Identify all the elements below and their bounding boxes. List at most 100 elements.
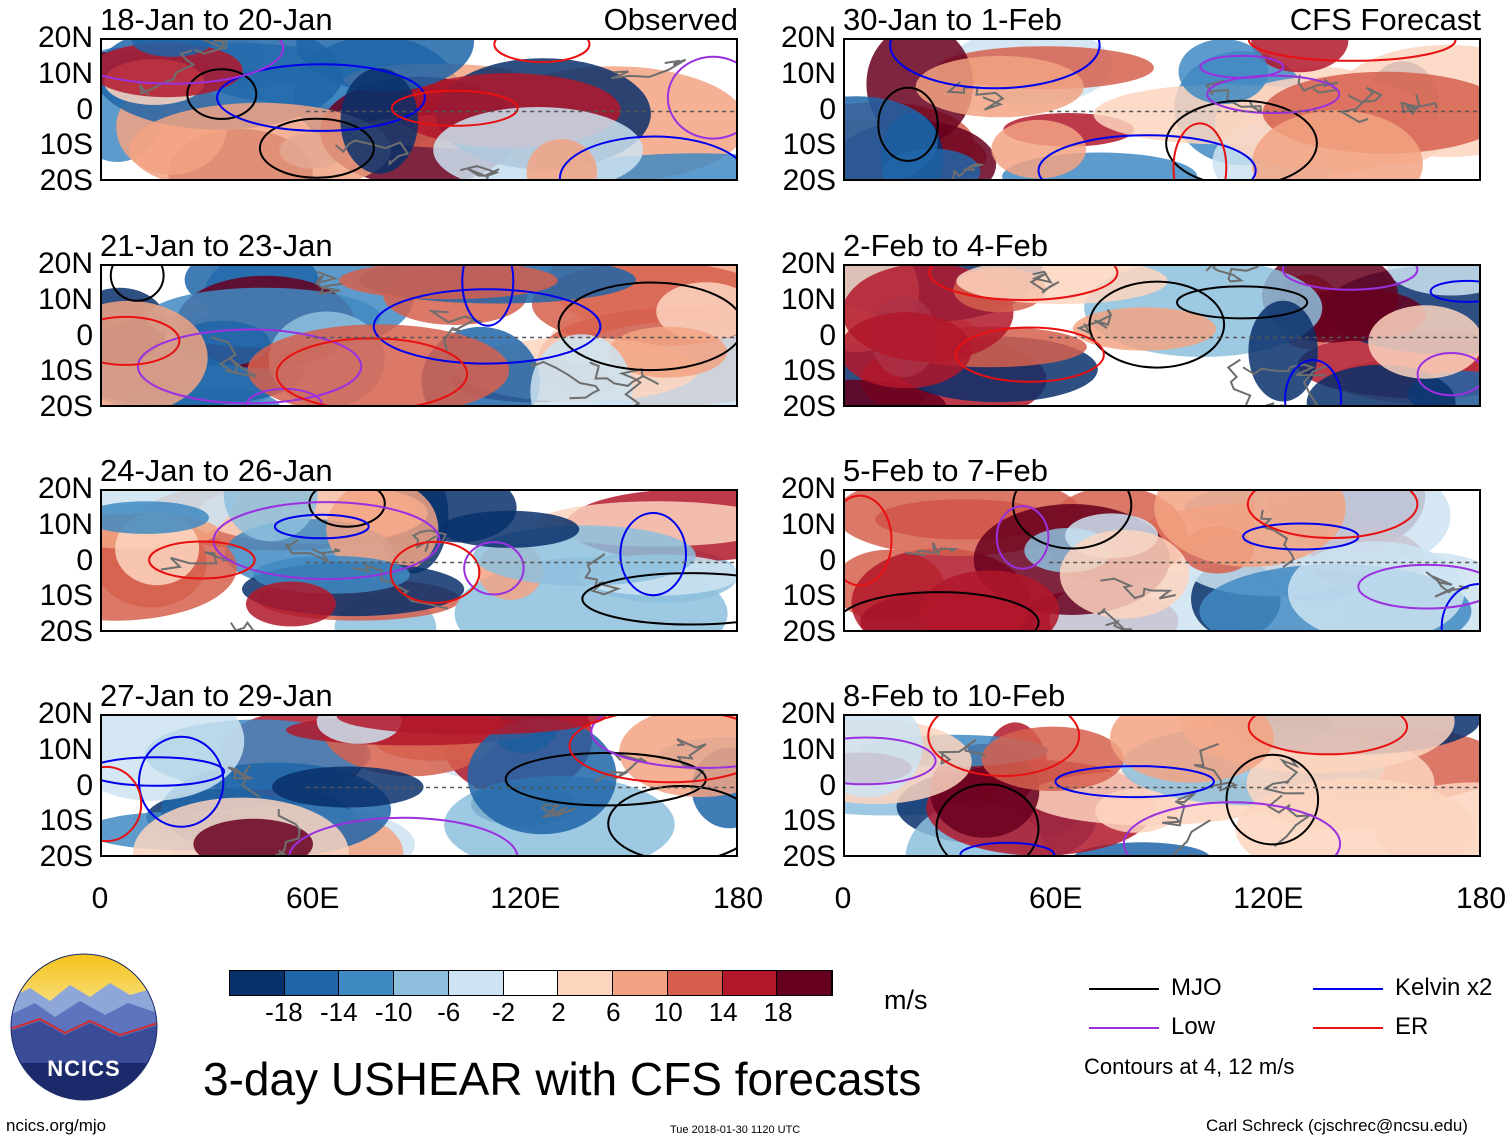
coastline	[411, 529, 448, 553]
wave-contour	[258, 117, 375, 179]
map-panel	[100, 264, 738, 407]
y-tick-label: 20N	[780, 21, 836, 54]
ncics-logo: NCICS	[10, 953, 158, 1101]
timestamp: Tue 2018-01-30 1120 UTC	[670, 1124, 801, 1136]
colorbar-tick-label: 6	[606, 997, 621, 1027]
y-tick-label: 10N	[37, 507, 93, 541]
x-tick-label: 180	[1455, 882, 1507, 915]
coastline	[1097, 607, 1132, 630]
y-tick-label: 10N	[780, 282, 836, 316]
shear-shading	[845, 379, 946, 405]
y-tick-label: 10S	[39, 354, 93, 388]
shear-shading	[247, 324, 510, 405]
wave-contour	[212, 501, 441, 581]
shear-shading	[131, 40, 213, 57]
colorbar-swatch	[613, 971, 668, 995]
wave-contour	[1225, 753, 1320, 846]
colorbar-swatch	[339, 971, 395, 995]
y-tick-label: 20N	[780, 697, 836, 730]
legend-label: ER	[1395, 1013, 1429, 1040]
y-tick-label: 20N	[37, 247, 93, 280]
coastline	[1029, 270, 1060, 294]
shear-shading	[1248, 300, 1318, 402]
wave-contour	[1037, 134, 1257, 179]
coastline	[138, 49, 196, 96]
coastline	[937, 738, 986, 766]
coastline	[1266, 794, 1314, 848]
wave-contour	[1247, 40, 1457, 62]
shear-shading	[336, 716, 607, 735]
shear-shading	[467, 718, 617, 835]
shear-shading	[530, 334, 633, 405]
coastline	[1076, 308, 1113, 336]
coastline	[314, 270, 343, 295]
y-tick-label: 10S	[782, 128, 836, 162]
site-link[interactable]: ncics.org/mjo	[6, 1116, 107, 1135]
wave-contour	[1122, 801, 1342, 855]
y-tick-label: 0	[819, 543, 836, 577]
wave-contour	[493, 40, 591, 63]
shear-shading	[102, 501, 209, 534]
wave-contour	[995, 505, 1050, 570]
coastline	[531, 360, 601, 400]
map-panel	[843, 714, 1481, 857]
y-tick-label: 10N	[37, 56, 93, 90]
y-tick-label: 10S	[782, 579, 836, 613]
wave-contour	[1416, 352, 1479, 397]
colorbar-tick-label: -2	[491, 997, 516, 1027]
coastline	[334, 139, 410, 167]
shear-shading	[440, 510, 580, 548]
coastline	[1205, 79, 1263, 114]
y-tick-label: 10N	[37, 282, 93, 316]
coastline	[1242, 363, 1327, 377]
coastline	[952, 163, 984, 179]
shear-shading	[296, 40, 475, 92]
y-tick-label: 20S	[782, 390, 836, 423]
wave-contour	[1281, 266, 1419, 291]
wave-contour	[102, 765, 143, 843]
coastline	[352, 563, 449, 610]
coastline	[593, 750, 648, 783]
coastline	[211, 336, 258, 378]
legend-label: Low	[1171, 1013, 1216, 1040]
shear-shading	[1368, 305, 1479, 379]
wave-contour	[1440, 583, 1479, 630]
y-tick-label: 0	[76, 768, 93, 802]
x-tick-label: 120E	[490, 882, 561, 915]
shear-shading	[656, 282, 736, 341]
x-tick-label: 60E	[285, 882, 340, 915]
y-tick-label: 20S	[39, 164, 93, 197]
shear-field	[102, 266, 736, 405]
y-tick-label: 0	[819, 92, 836, 126]
author-credit: Carl Schreck (cjschrec@ncsu.edu)	[1206, 1116, 1468, 1135]
wave-contour	[1357, 563, 1479, 610]
wave-contour	[845, 591, 1040, 630]
wave-contour	[288, 816, 519, 855]
shear-shading	[882, 148, 981, 179]
wave-contour	[1176, 285, 1309, 320]
colorbar-swatch	[448, 971, 504, 995]
colorbar-swatch	[777, 971, 833, 995]
wave-contour	[1088, 280, 1226, 369]
shear-shading	[526, 139, 598, 179]
wave-contour	[1012, 491, 1133, 550]
legend-line	[1313, 1027, 1383, 1029]
y-tick-label: 10S	[39, 128, 93, 162]
coastline	[611, 58, 687, 80]
y-tick-label: 20N	[37, 472, 93, 505]
y-tick-label: 10N	[780, 56, 836, 90]
wave-contour	[1172, 122, 1228, 179]
wave-contour	[137, 735, 225, 828]
legend-line	[1089, 1027, 1159, 1029]
shear-shading	[326, 491, 439, 578]
panel-title: 24-Jan to 26-Jan	[100, 453, 333, 488]
shear-field	[845, 491, 1479, 630]
y-tick-label: 20N	[37, 697, 93, 730]
coastline	[584, 553, 622, 596]
panel-title: 5-Feb to 7-Feb	[843, 453, 1049, 488]
wave-contour	[935, 783, 1040, 855]
coastline	[1338, 86, 1383, 124]
shear-shading	[1095, 788, 1178, 833]
wave-contour	[568, 716, 736, 784]
y-tick-label: 20N	[780, 247, 836, 280]
